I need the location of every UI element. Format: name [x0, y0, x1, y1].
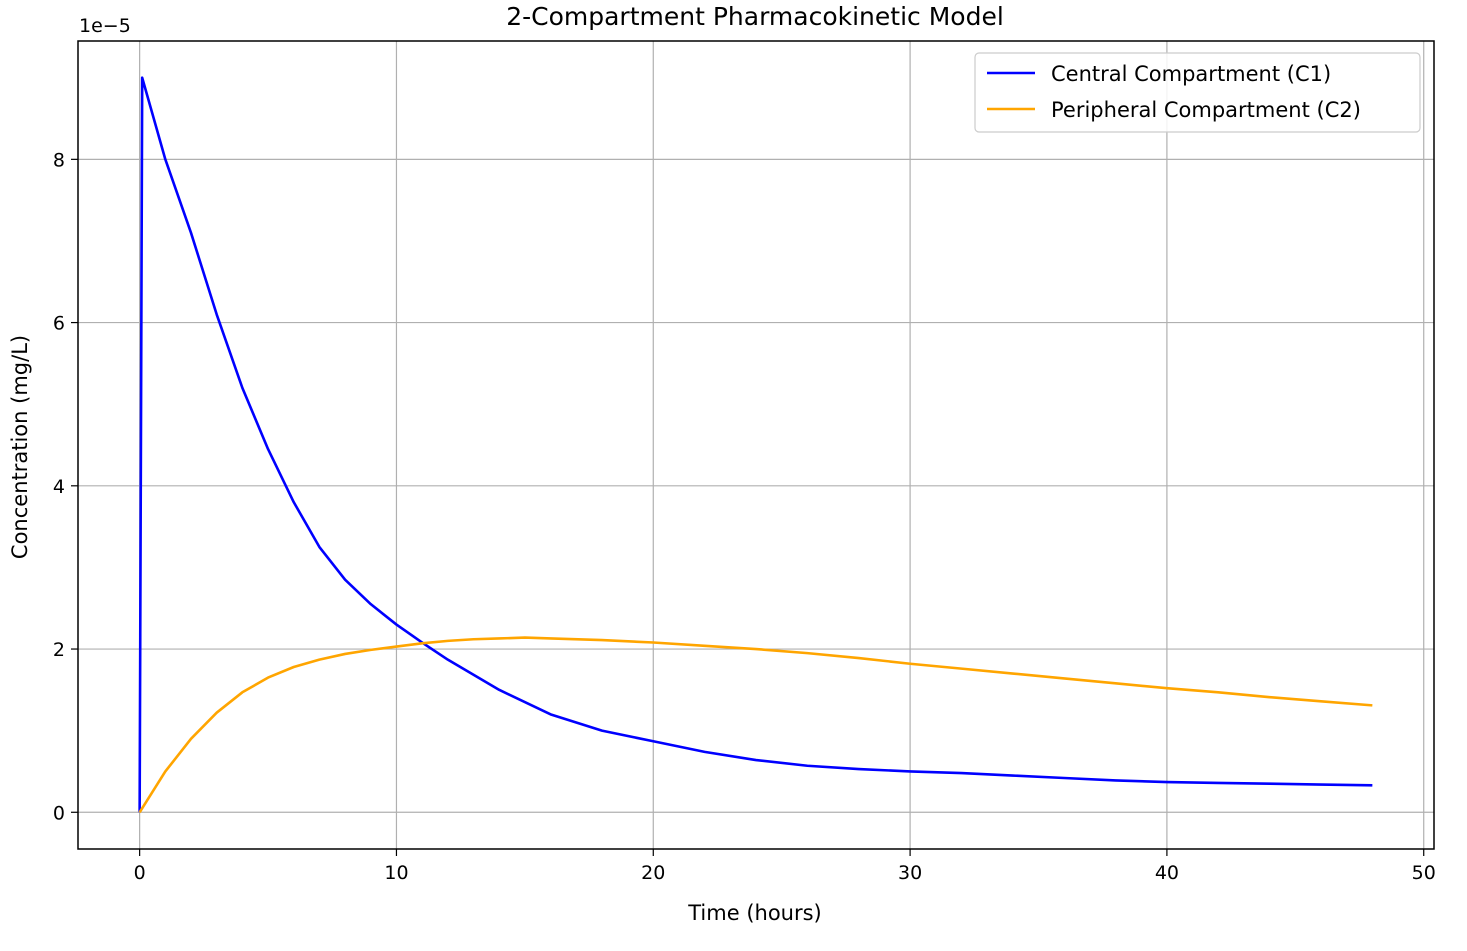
- series-line-central: [138, 76, 1373, 813]
- x-tick-label: 20: [641, 862, 665, 884]
- legend-label-peripheral: Peripheral Compartment (C2): [1051, 98, 1361, 122]
- y-axis: 0 2 4 6 8: [53, 149, 78, 824]
- plot-frame: [77, 40, 1435, 850]
- legend-box: [974, 52, 1421, 133]
- y-tick-label: 2: [53, 639, 65, 661]
- x-axis: 0 10 20 30 40 50: [134, 849, 1436, 884]
- y-tick-label: 6: [53, 313, 65, 335]
- y-tick-label: 4: [53, 476, 65, 498]
- y-axis-offset-text: 1e−5: [79, 15, 131, 37]
- y-axis-label: Concentration (mg/L): [8, 335, 32, 559]
- grid-lines: [78, 41, 1434, 849]
- x-axis-label: Time (hours): [687, 901, 822, 925]
- series-lines: [138, 76, 1373, 813]
- legend: Central Compartment (C1) Peripheral Comp…: [974, 52, 1421, 133]
- x-tick-label: 50: [1412, 862, 1436, 884]
- chart-title: 2-Compartment Pharmacokinetic Model: [506, 2, 1004, 31]
- x-tick-label: 10: [384, 862, 408, 884]
- y-tick-label: 8: [53, 149, 65, 171]
- x-tick-label: 0: [134, 862, 146, 884]
- series-line-peripheral: [138, 636, 1373, 813]
- legend-label-central: Central Compartment (C1): [1051, 62, 1331, 86]
- x-tick-label: 40: [1155, 862, 1179, 884]
- x-tick-label: 30: [898, 862, 922, 884]
- y-tick-label: 0: [53, 802, 65, 824]
